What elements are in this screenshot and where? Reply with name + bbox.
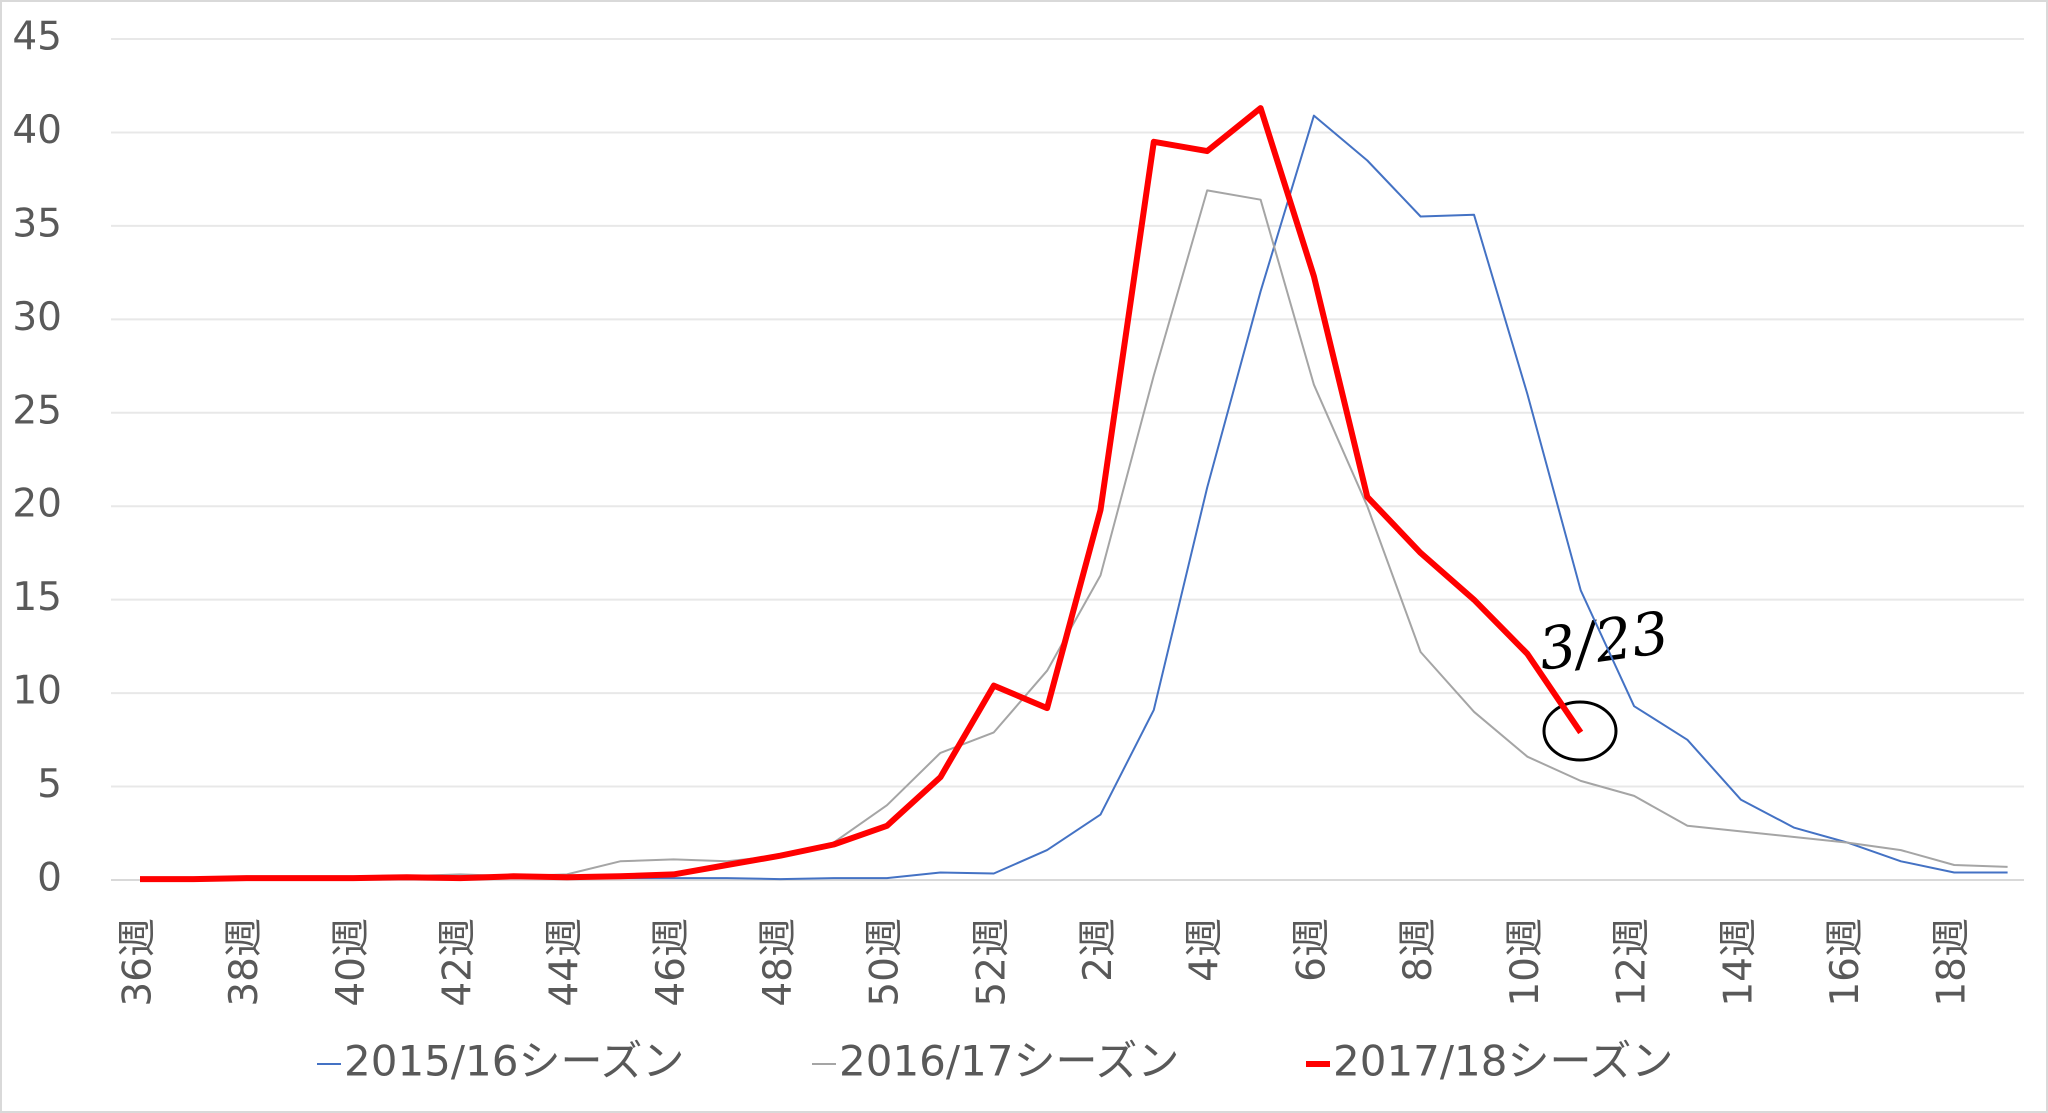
legend-label: 2017/18シーズン bbox=[1333, 1037, 1673, 1086]
x-tick-label: 52週 bbox=[969, 918, 1014, 1007]
legend-label: 2016/17シーズン bbox=[839, 1037, 1179, 1086]
y-tick-label: 30 bbox=[12, 295, 62, 340]
y-tick-label: 35 bbox=[12, 201, 62, 246]
x-tick-label: 44週 bbox=[542, 918, 587, 1007]
x-tick-label: 2週 bbox=[1076, 918, 1121, 982]
y-tick-label: 5 bbox=[37, 762, 62, 807]
x-tick-label: 10週 bbox=[1503, 918, 1548, 1007]
y-tick-label: 0 bbox=[37, 856, 62, 901]
x-tick-label: 42週 bbox=[436, 918, 481, 1007]
y-tick-label: 45 bbox=[12, 15, 62, 60]
x-tick-label: 50週 bbox=[863, 918, 908, 1007]
y-tick-label: 40 bbox=[12, 108, 62, 153]
x-tick-label: 14週 bbox=[1716, 918, 1761, 1007]
x-tick-label: 4週 bbox=[1183, 918, 1228, 982]
y-tick-label: 25 bbox=[12, 388, 62, 433]
series-line bbox=[140, 189, 2008, 880]
x-tick-label: 6週 bbox=[1289, 918, 1334, 982]
y-tick-label: 20 bbox=[12, 482, 62, 527]
x-tick-label: 36週 bbox=[116, 918, 161, 1007]
x-tick-label: 38週 bbox=[222, 918, 267, 1007]
y-tick-label: 15 bbox=[12, 575, 62, 620]
x-tick-label: 18週 bbox=[1930, 918, 1975, 1007]
x-tick-label: 46週 bbox=[649, 918, 694, 1007]
x-tick-label: 48週 bbox=[756, 918, 801, 1007]
x-tick-label: 16週 bbox=[1823, 918, 1868, 1007]
annotation-circle bbox=[1542, 700, 1618, 762]
legend-label: 2015/16シーズン bbox=[344, 1037, 684, 1086]
series-line bbox=[140, 105, 1584, 883]
x-tick-label: 8週 bbox=[1396, 918, 1441, 982]
x-tick-label: 12週 bbox=[1610, 918, 1655, 1007]
y-tick-label: 10 bbox=[12, 669, 62, 714]
x-tick-label: 40週 bbox=[329, 918, 374, 1007]
